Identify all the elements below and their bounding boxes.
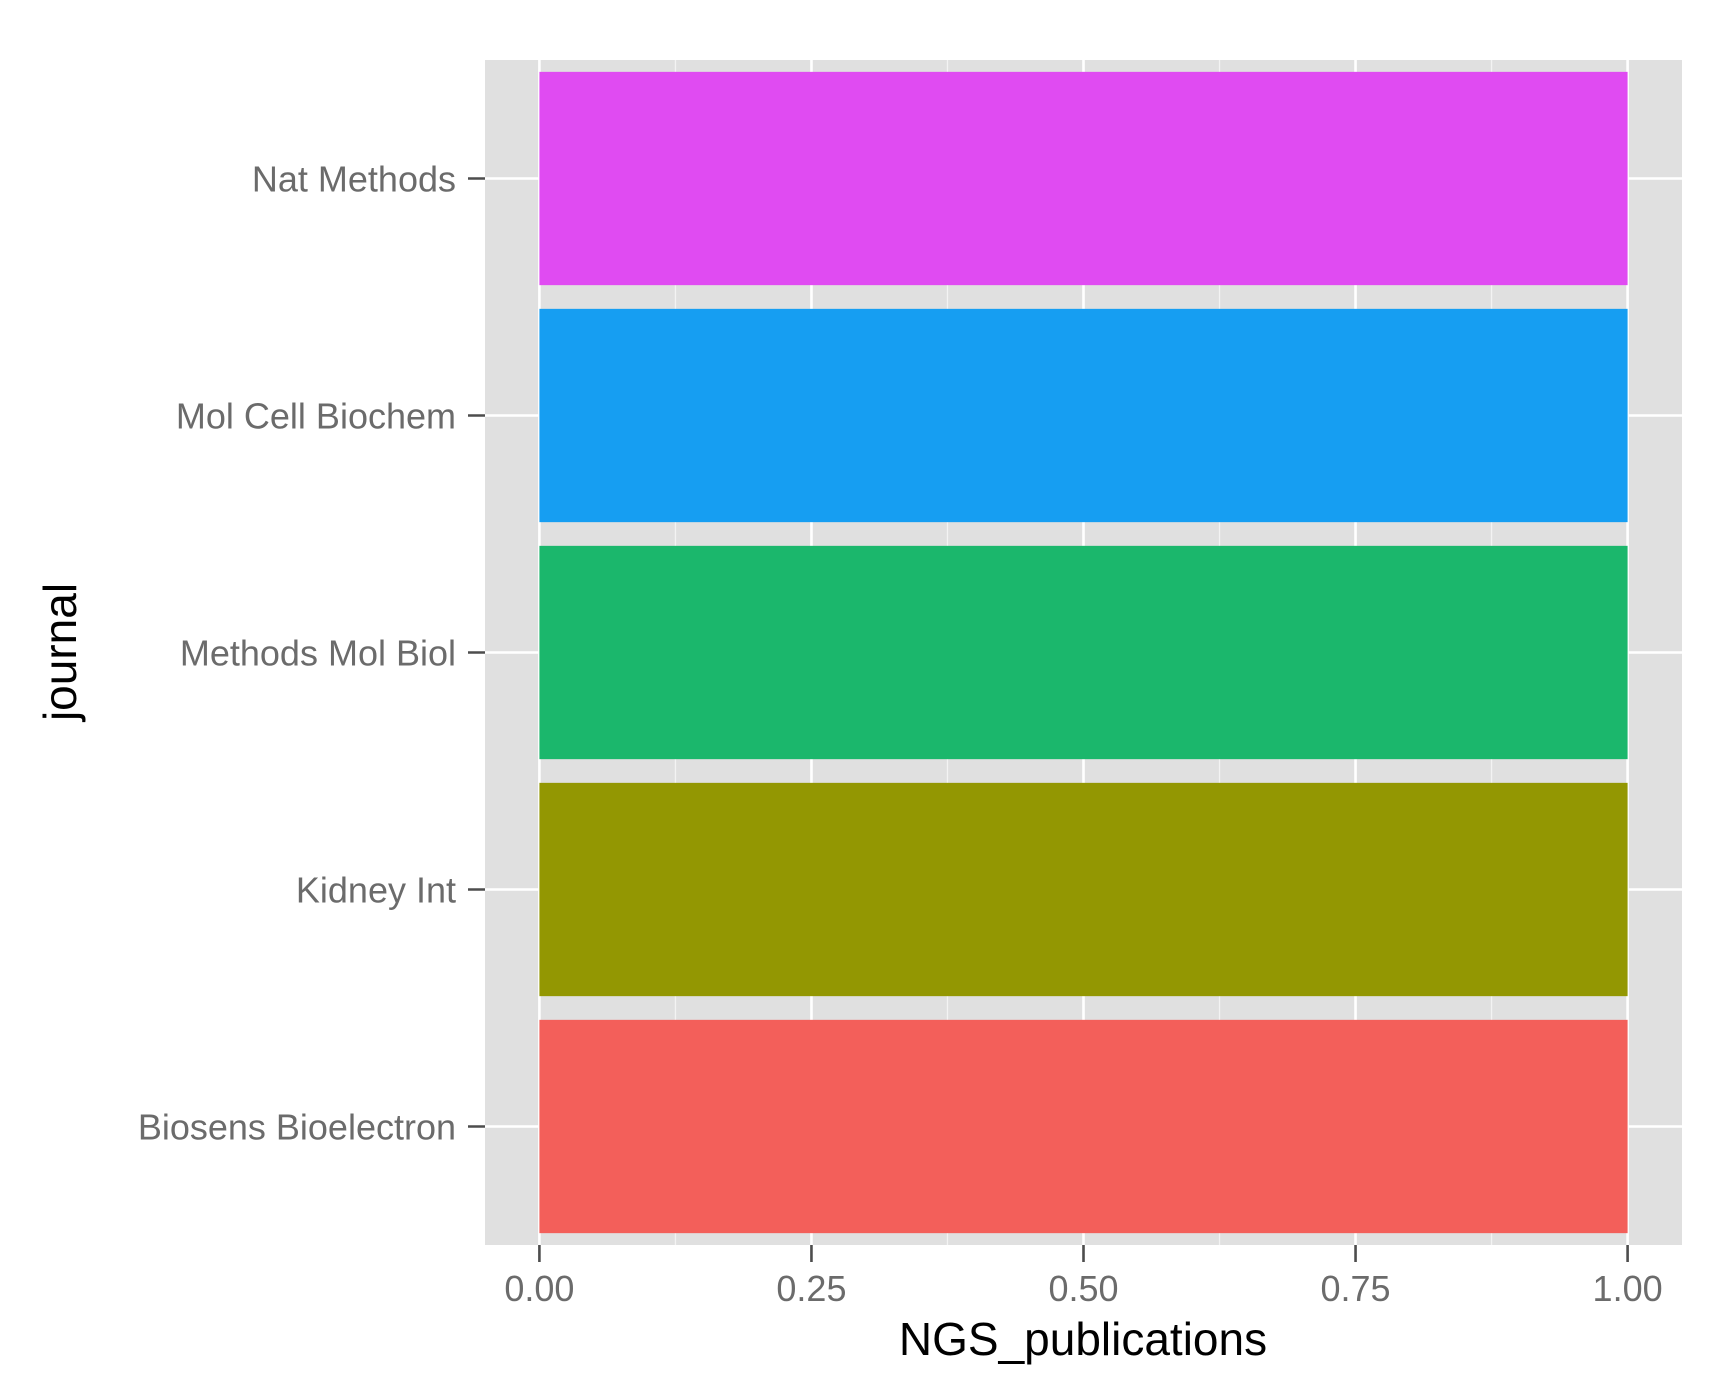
bar (539, 1019, 1628, 1234)
bar (539, 71, 1628, 286)
bar (539, 308, 1628, 523)
bar (539, 545, 1628, 760)
x-axis: 0.00 0.25 0.50 0.75 1.00 (504, 1245, 1663, 1309)
y-tick-label: Biosens Bioelectron (138, 1107, 456, 1148)
bars (539, 71, 1628, 1234)
x-tick-label: 0.25 (776, 1268, 846, 1309)
y-axis: Biosens Bioelectron Kidney Int Methods Mol… (138, 159, 485, 1148)
x-axis-title: NGS_publications (899, 1313, 1267, 1365)
x-tick-label: 0.75 (1321, 1268, 1391, 1309)
x-tick-label: 1.00 (1593, 1268, 1663, 1309)
y-tick-label: Nat Methods (252, 159, 456, 200)
x-tick-label: 0.00 (504, 1268, 574, 1309)
y-tick-label: Methods Mol Biol (180, 633, 456, 674)
x-tick-label: 0.50 (1048, 1268, 1118, 1309)
bar (539, 782, 1628, 997)
y-tick-label: Kidney Int (296, 870, 456, 911)
y-axis-title: journal (34, 583, 86, 723)
y-tick-label: Mol Cell Biochem (176, 396, 456, 437)
